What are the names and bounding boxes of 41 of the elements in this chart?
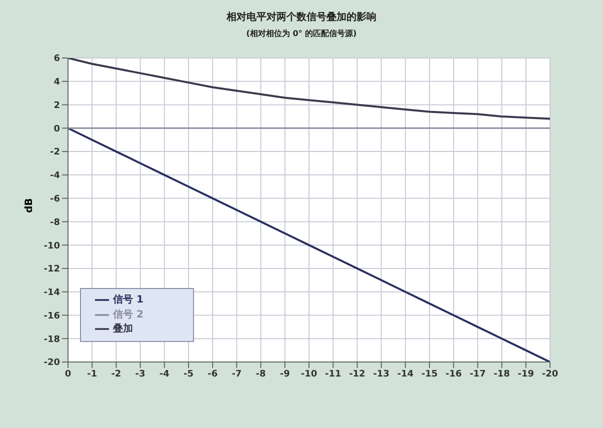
x-tick-label: -20 <box>542 369 558 380</box>
chart-title: 相对电平对两个数信号叠加的影响 <box>225 10 378 24</box>
x-tick-label: -13 <box>373 369 390 380</box>
y-tick-label: -10 <box>44 241 60 252</box>
y-tick-label: -8 <box>50 218 60 228</box>
x-tick-label: -9 <box>280 369 290 380</box>
x-tick-label: -11 <box>324 369 342 380</box>
x-tick-label: -17 <box>470 369 486 380</box>
x-tick-label: -16 <box>445 369 462 380</box>
x-tick-label: -15 <box>421 369 438 380</box>
x-tick-label: -5 <box>184 369 194 380</box>
y-tick-label: -4 <box>50 171 60 182</box>
legend-label: 信号 2 <box>113 309 144 320</box>
x-tick-label: -8 <box>256 369 266 380</box>
y-tick-label: -16 <box>44 311 60 322</box>
x-tick-label: -3 <box>135 369 146 380</box>
y-axis-title: dB <box>24 198 35 213</box>
x-tick-label: -7 <box>232 369 242 380</box>
y-tick-label: -14 <box>44 288 60 298</box>
y-tick-label: -20 <box>44 358 60 368</box>
x-tick-label: -10 <box>300 369 318 380</box>
y-tick-label: 6 <box>54 54 60 64</box>
y-tick-label: -2 <box>50 148 60 158</box>
y-tick-label: -18 <box>44 334 60 345</box>
y-tick-label: -6 <box>50 194 60 205</box>
x-tick-label: -18 <box>494 369 510 380</box>
x-tick-label: -6 <box>208 369 218 380</box>
x-tick-label: 0 <box>64 369 72 380</box>
chart-subtitle: (相对相位为 0° 的匹配信号源) <box>245 28 358 39</box>
legend-label: 信号 1 <box>113 294 144 306</box>
y-tick-label: -12 <box>44 264 60 275</box>
y-tick-label: 0 <box>54 124 60 134</box>
x-tick-label: -14 <box>397 369 414 380</box>
x-tick-label: -12 <box>349 369 366 380</box>
x-tick-label: -4 <box>159 369 170 380</box>
x-tick-label: -1 <box>87 369 98 380</box>
x-tick-label: -19 <box>518 369 534 380</box>
legend-label: 叠加 <box>113 324 133 336</box>
y-tick-label: 4 <box>54 78 60 88</box>
x-tick-label: -2 <box>111 369 122 380</box>
y-tick-label: 2 <box>54 100 60 111</box>
